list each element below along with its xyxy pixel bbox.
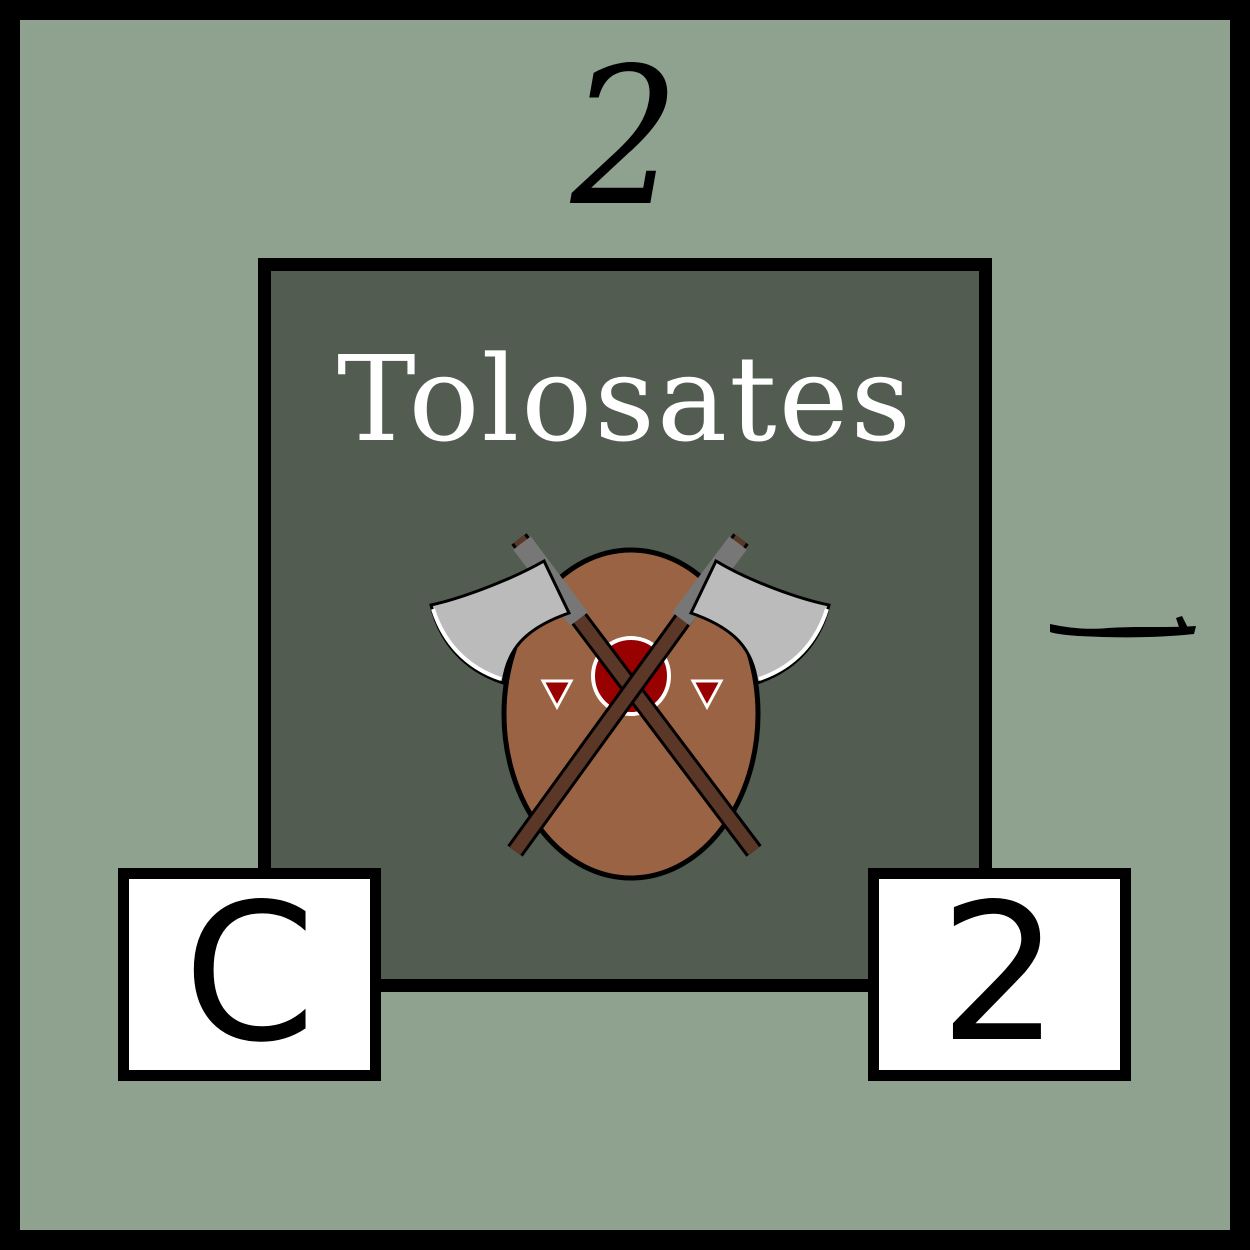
axe-right-icon (507, 533, 831, 857)
unit-strength-box: 2 (868, 868, 1131, 1081)
unit-panel: Tolosates (258, 258, 992, 992)
shield-crossed-axes-icon (429, 533, 831, 881)
unit-strength: 2 (939, 863, 1060, 1084)
triangle-icon (690, 679, 724, 711)
side-mark-icon (1050, 616, 1196, 638)
unit-class-box: C (118, 868, 381, 1081)
top-value: 2 (570, 27, 680, 248)
unit-name: Tolosates (336, 330, 914, 468)
triangle-icon (540, 679, 574, 711)
unit-class-code: C (183, 863, 316, 1084)
